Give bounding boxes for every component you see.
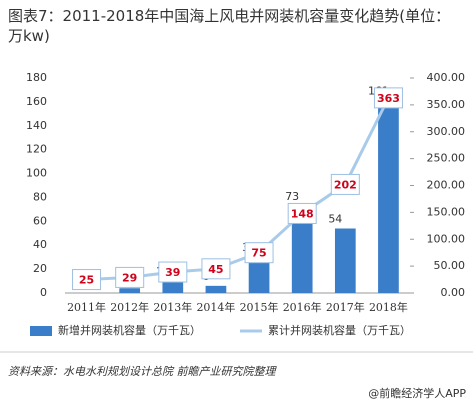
value-label-box — [287, 202, 317, 224]
value-label-box — [244, 242, 274, 264]
legend-label: 新增并网装机容量（万千瓦） — [58, 323, 201, 337]
x-tick-label: 2015年 — [240, 300, 279, 314]
bar — [334, 228, 356, 293]
y2-tick-label: 350.00 — [427, 98, 466, 111]
line-value-label: 29 — [122, 271, 137, 284]
y-tick-label: 80 — [33, 190, 47, 203]
legend-label: 累计并网装机容量（万千瓦） — [268, 323, 411, 337]
x-tick-label: 2014年 — [196, 300, 235, 314]
x-tick-label: 2017年 — [326, 300, 365, 314]
y2-tick-label: 50.00 — [434, 259, 466, 272]
y2-tick-label: 400.00 — [427, 71, 466, 84]
x-tick-label: 2016年 — [283, 300, 322, 314]
x-tick-label: 2018年 — [369, 300, 408, 314]
source: 资料来源：水电水利规划设计总院 前瞻产业研究院整理 — [8, 365, 277, 378]
bar — [205, 285, 227, 293]
line-value-label: 39 — [165, 266, 180, 279]
y2-tick-label: 200.00 — [427, 179, 466, 192]
y-tick-label: 0 — [40, 286, 47, 299]
y-tick-label: 120 — [26, 143, 47, 156]
bar — [248, 257, 270, 293]
y-tick-label: 40 — [33, 238, 47, 251]
y-tick-label: 140 — [26, 119, 47, 132]
line-value-label: 75 — [251, 247, 266, 260]
line-value-label: 25 — [79, 274, 94, 287]
x-tick-label: 2011年 — [67, 300, 106, 314]
chart-title: 图表7：2011-2018年中国海上风电并网装机容量变化趋势(单位：万kw) — [8, 7, 451, 45]
line-value-label: 363 — [377, 92, 400, 105]
line-value-label: 202 — [334, 178, 357, 191]
value-label-box — [330, 173, 360, 195]
bar-value-label: 73 — [285, 190, 299, 203]
y2-tick-label: 300.00 — [427, 125, 466, 138]
y-tick-label: 20 — [33, 262, 47, 275]
y2-tick-label: 150.00 — [427, 205, 466, 218]
bar — [119, 288, 141, 293]
bar — [162, 281, 184, 293]
footer: @前瞻经济学人APP — [368, 386, 466, 400]
y2-tick-label: 100.00 — [427, 232, 466, 245]
x-tick-label: 2013年 — [153, 300, 192, 314]
y2-tick-label: 0.00 — [441, 286, 466, 299]
line-value-label: 148 — [291, 207, 314, 220]
y-tick-label: 160 — [26, 95, 47, 108]
y-tick-label: 180 — [26, 71, 47, 84]
y2-tick-label: 250.00 — [427, 152, 466, 165]
value-label-box — [158, 261, 188, 283]
line-value-label: 45 — [208, 263, 223, 276]
y-tick-label: 60 — [33, 214, 47, 227]
y-tick-label: 100 — [26, 167, 47, 180]
bar — [378, 100, 399, 293]
x-tick-label: 2012年 — [110, 300, 149, 314]
legend-swatch — [30, 326, 52, 336]
value-label-box — [72, 269, 102, 291]
bar-value-label: 54 — [328, 213, 342, 226]
bar — [291, 205, 313, 293]
value-label-box — [115, 266, 145, 288]
value-label-box — [373, 87, 403, 109]
value-label-box — [201, 258, 231, 280]
